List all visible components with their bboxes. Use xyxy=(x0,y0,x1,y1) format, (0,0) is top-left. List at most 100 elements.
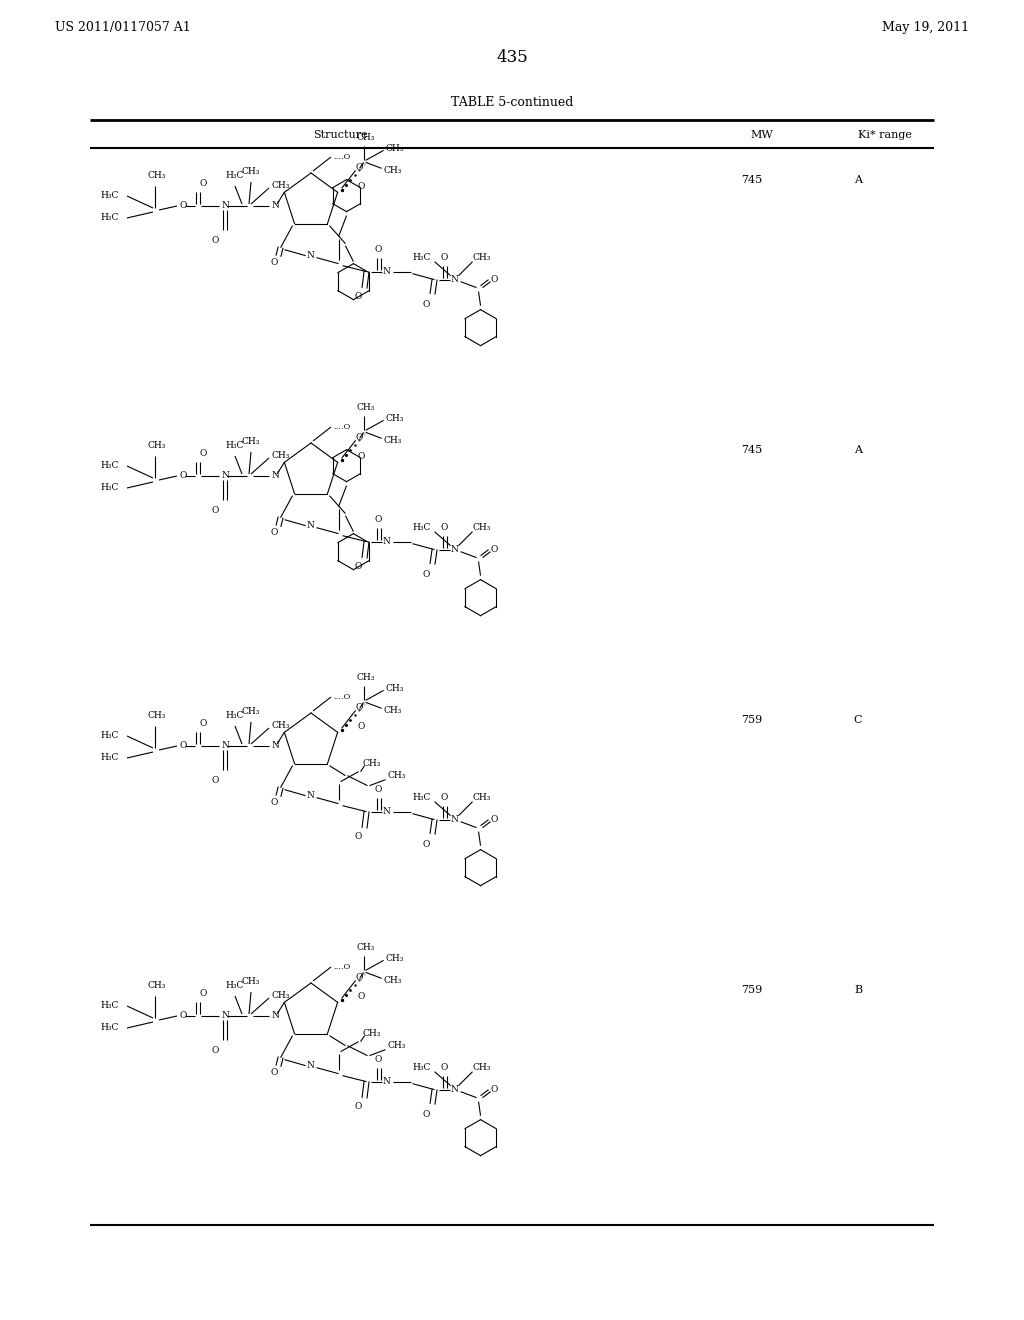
Text: N: N xyxy=(271,202,279,210)
Text: CH₃: CH₃ xyxy=(271,991,290,1001)
Text: CH₃: CH₃ xyxy=(147,172,166,180)
Text: Ki* range: Ki* range xyxy=(858,129,912,140)
Text: N: N xyxy=(221,1011,229,1020)
Text: CH₃: CH₃ xyxy=(147,441,166,450)
Text: May 19, 2011: May 19, 2011 xyxy=(882,21,969,33)
Text: O: O xyxy=(271,257,279,267)
Text: CH₃: CH₃ xyxy=(147,711,166,719)
Text: O: O xyxy=(441,1063,449,1072)
Text: CH₃: CH₃ xyxy=(271,722,290,730)
Text: CH₃: CH₃ xyxy=(386,954,404,962)
Text: CH₃: CH₃ xyxy=(242,437,260,446)
Text: N: N xyxy=(221,742,229,751)
Text: O: O xyxy=(375,244,382,253)
Text: H₃C: H₃C xyxy=(413,793,430,803)
Text: H₃C: H₃C xyxy=(413,1063,430,1072)
Text: O: O xyxy=(355,832,362,841)
Text: O: O xyxy=(490,275,498,284)
Text: H₃C: H₃C xyxy=(100,1023,119,1032)
Text: CH₃: CH₃ xyxy=(472,253,490,263)
Text: O: O xyxy=(271,528,279,537)
Text: H₃C: H₃C xyxy=(100,754,119,763)
Text: CH₃: CH₃ xyxy=(356,404,375,412)
Text: CH₃: CH₃ xyxy=(242,977,260,986)
Text: 435: 435 xyxy=(496,49,528,66)
Text: CH₃: CH₃ xyxy=(386,684,404,693)
Text: ....O: ....O xyxy=(333,964,350,972)
Text: O: O xyxy=(355,973,362,982)
Text: B: B xyxy=(854,985,862,995)
Text: CH₃: CH₃ xyxy=(384,166,402,174)
Text: H₃C: H₃C xyxy=(100,214,119,223)
Text: O: O xyxy=(441,792,449,801)
Text: 759: 759 xyxy=(741,715,763,725)
Text: ....O: ....O xyxy=(333,153,350,161)
Text: CH₃: CH₃ xyxy=(147,981,166,990)
Text: N: N xyxy=(271,471,279,480)
Text: O: O xyxy=(355,702,362,711)
Text: US 2011/0117057 A1: US 2011/0117057 A1 xyxy=(55,21,190,33)
Text: H₃C: H₃C xyxy=(413,523,430,532)
Text: O: O xyxy=(271,1068,279,1077)
Text: O: O xyxy=(355,433,362,442)
Text: ....O: ....O xyxy=(333,422,350,432)
Text: N: N xyxy=(451,275,459,284)
Text: H₃C: H₃C xyxy=(100,191,119,201)
Text: N: N xyxy=(306,251,314,260)
Text: CH₃: CH₃ xyxy=(271,451,290,461)
Text: CH₃: CH₃ xyxy=(387,771,406,780)
Text: O: O xyxy=(271,797,279,807)
Text: CH₃: CH₃ xyxy=(242,708,260,715)
Text: O: O xyxy=(211,1045,219,1055)
Text: H₃C: H₃C xyxy=(226,172,244,180)
Text: ....O: ....O xyxy=(333,693,350,701)
Text: N: N xyxy=(383,267,390,276)
Text: O: O xyxy=(355,292,362,301)
Text: H₃C: H₃C xyxy=(413,253,430,263)
Text: CH₃: CH₃ xyxy=(387,1041,406,1051)
Text: H₃C: H₃C xyxy=(100,462,119,470)
Text: O: O xyxy=(375,1055,382,1064)
Text: A: A xyxy=(854,445,862,455)
Text: O: O xyxy=(355,1102,362,1110)
Text: O: O xyxy=(358,993,366,1002)
Text: H₃C: H₃C xyxy=(226,981,244,990)
Text: N: N xyxy=(383,537,390,546)
Text: A: A xyxy=(854,176,862,185)
Text: O: O xyxy=(211,776,219,785)
Text: N: N xyxy=(271,742,279,751)
Text: O: O xyxy=(423,1110,430,1118)
Text: O: O xyxy=(179,742,186,751)
Text: CH₃: CH₃ xyxy=(356,673,375,682)
Text: O: O xyxy=(441,523,449,532)
Text: H₃C: H₃C xyxy=(100,731,119,741)
Text: O: O xyxy=(179,202,186,210)
Text: MW: MW xyxy=(751,129,773,140)
Text: O: O xyxy=(423,300,430,309)
Text: CH₃: CH₃ xyxy=(384,706,402,715)
Text: O: O xyxy=(358,182,366,191)
Text: N: N xyxy=(221,471,229,480)
Text: 759: 759 xyxy=(741,985,763,995)
Text: CH₃: CH₃ xyxy=(356,944,375,952)
Text: N: N xyxy=(306,1061,314,1071)
Text: O: O xyxy=(490,545,498,554)
Text: O: O xyxy=(200,449,207,458)
Text: O: O xyxy=(358,722,366,731)
Text: Structure: Structure xyxy=(312,129,368,140)
Text: CH₃: CH₃ xyxy=(386,414,404,422)
Text: H₃C: H₃C xyxy=(226,441,244,450)
Text: 745: 745 xyxy=(741,176,763,185)
Text: N: N xyxy=(383,1077,390,1086)
Text: O: O xyxy=(355,162,362,172)
Text: O: O xyxy=(490,1085,498,1094)
Text: CH₃: CH₃ xyxy=(242,168,260,176)
Text: CH₃: CH₃ xyxy=(356,133,375,143)
Text: O: O xyxy=(375,784,382,793)
Text: O: O xyxy=(355,561,362,570)
Text: N: N xyxy=(306,791,314,800)
Text: O: O xyxy=(490,816,498,824)
Text: N: N xyxy=(306,521,314,531)
Text: CH₃: CH₃ xyxy=(384,436,402,445)
Text: O: O xyxy=(423,840,430,849)
